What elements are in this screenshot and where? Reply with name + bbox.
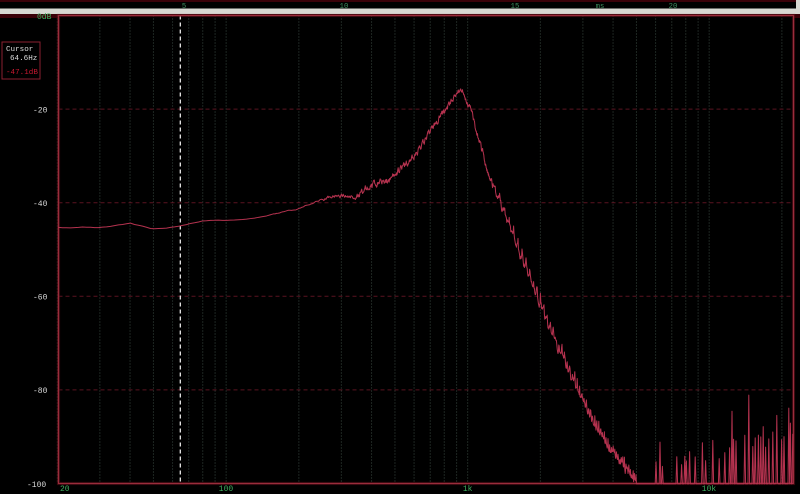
svg-text:1k: 1k xyxy=(463,485,473,494)
svg-text:0dB: 0dB xyxy=(37,13,52,22)
svg-text:-20: -20 xyxy=(33,107,48,116)
svg-text:Cursor: Cursor xyxy=(6,46,33,54)
svg-text:100: 100 xyxy=(219,485,234,494)
svg-text:64.6Hz: 64.6Hz xyxy=(10,55,37,63)
svg-text:10k: 10k xyxy=(702,485,717,494)
svg-text:-100: -100 xyxy=(27,481,46,490)
svg-text:-60: -60 xyxy=(33,294,48,303)
svg-text:-47.1dB: -47.1dB xyxy=(6,69,38,77)
svg-text:20: 20 xyxy=(60,485,70,494)
svg-text:-40: -40 xyxy=(33,200,48,209)
svg-text:-80: -80 xyxy=(33,387,48,396)
